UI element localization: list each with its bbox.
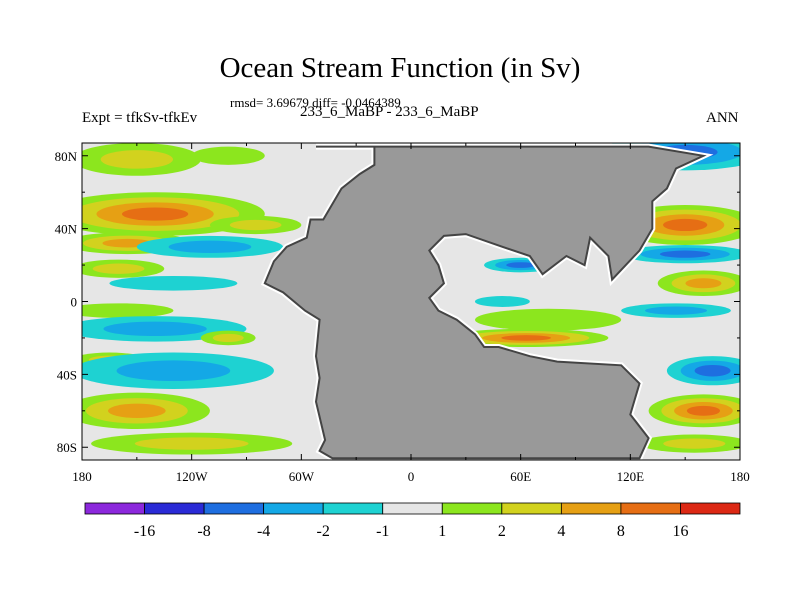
colorbar-label: -1 [376,523,389,540]
field-contour-17-2 [659,250,711,258]
field-contour-22-1 [663,438,726,449]
y-tick-label: 80S [57,440,77,455]
field-contour-18-2 [685,278,722,289]
colorbar-box [84,502,145,515]
colorbar-box [322,502,384,515]
y-tick-label: 40S [57,367,77,382]
colorbar-box [620,502,681,515]
case-label: 233_6_MaBP - 233_6_MaBP [300,104,479,120]
field-contour-19-1 [645,306,708,315]
field-contour-14-1 [134,437,249,450]
y-tick-label: 40N [55,222,78,237]
x-tick-label: 180 [730,469,750,484]
x-axis-ticks: 180 120W 60W 0 60E 120E 180 [72,143,750,484]
field-contour-13-2 [108,403,166,418]
field-contour-16-3 [663,218,708,232]
rmsd-diff-line: rmsd= 3.69679 diff= -0.0464389 [230,95,401,110]
field-contour-21-3 [686,405,721,416]
colorbar-label: 8 [617,523,625,540]
field-contour-1-0 [191,146,265,165]
colorbar-box [203,502,265,515]
x-tick-label: 120W [176,469,209,484]
y-tick-label: 80N [55,149,78,164]
season-label: ANN [706,110,739,126]
field-contour-0-1 [100,150,173,169]
colorbar-box [144,502,205,515]
field-contour-3-1 [229,219,282,231]
x-tick-label: 0 [408,469,415,484]
colorbar-label: -16 [134,523,155,540]
colorbar-label: -2 [317,523,330,540]
field-contour-9-1 [103,321,207,337]
colorbar-box [263,502,324,515]
colorbar-label: 4 [557,523,565,540]
colorbar-box [501,502,562,515]
colorbar-label: -8 [197,523,210,540]
field-contour-20-2 [694,364,731,377]
colorbar-label: 1 [438,523,446,540]
x-tick-label: 60E [510,469,531,484]
field-contour-6-1 [92,263,145,274]
colorbar-box [680,502,741,515]
y-tick-label: 0 [71,295,78,310]
colorbar-box [560,502,622,515]
field-contour-25-2 [506,262,536,268]
field-contour-23-3 [501,335,552,341]
x-tick-label: 180 [72,469,92,484]
field-contour-10-1 [212,333,244,343]
chart-title: Ocean Stream Function (in Sv) [219,52,581,84]
field-contour-27-0 [474,296,530,307]
land-mask [260,143,714,460]
colorbar-box [382,502,443,515]
field-contour-8-0 [82,303,174,318]
colorbar-label: 16 [672,523,688,540]
colorbar-label: 2 [498,523,506,540]
colorbar-label: -4 [257,523,270,540]
experiment-label: Expt = tfkSv-tfkEv [82,110,198,126]
field-contour-2-3 [121,207,189,221]
x-tick-label: 120E [617,469,645,484]
x-tick-label: 60W [289,469,315,484]
y-axis-ticks: 80N 40N 0 40S 80S [55,149,740,455]
colorbar-box [441,502,503,515]
land-polygon-0 [263,145,707,460]
field-contour-12-1 [116,360,231,382]
field-contour-5-1 [168,240,252,254]
field-contour-7-0 [109,275,238,291]
field-contour-24-0 [474,308,622,331]
colorbar: -16 -8 -4 -2 -1 1 2 4 8 16 [84,502,741,540]
